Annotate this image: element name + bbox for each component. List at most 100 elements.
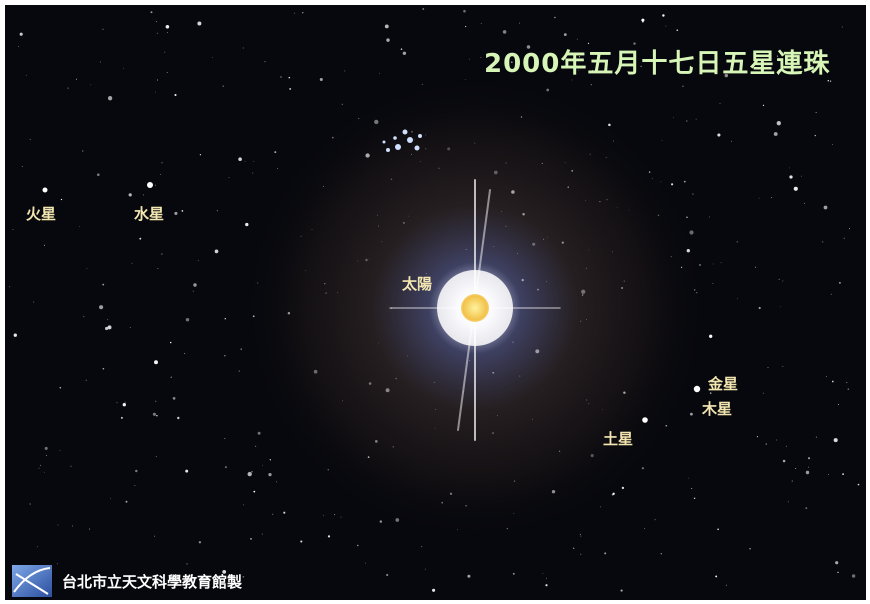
- star: [837, 572, 838, 573]
- star: [83, 316, 84, 317]
- star: [655, 519, 656, 520]
- star: [154, 360, 158, 364]
- star: [783, 460, 786, 463]
- star: [121, 417, 123, 419]
- star: [14, 334, 17, 337]
- star: [99, 305, 103, 309]
- star: [20, 33, 23, 36]
- star: [737, 298, 738, 299]
- body-label: 土星: [603, 430, 633, 448]
- body-label: 木星: [701, 400, 732, 418]
- star: [691, 488, 692, 489]
- star: [158, 268, 159, 269]
- star: [161, 162, 162, 163]
- star: [604, 552, 606, 554]
- star: [131, 263, 132, 264]
- star: [241, 349, 242, 350]
- star: [341, 517, 342, 518]
- star: [554, 17, 555, 18]
- star: [763, 105, 764, 106]
- star: [463, 10, 466, 13]
- star: [289, 88, 291, 90]
- star: [673, 117, 674, 118]
- star: [789, 168, 790, 169]
- star: [223, 85, 225, 87]
- star: [792, 480, 793, 481]
- star: [229, 177, 230, 178]
- star: [184, 353, 185, 354]
- star: [37, 546, 38, 547]
- star: [40, 465, 41, 466]
- star: [379, 73, 380, 74]
- star: [90, 85, 91, 86]
- star: [68, 88, 69, 89]
- star: [731, 141, 732, 142]
- star: [842, 26, 843, 27]
- star: [243, 505, 244, 506]
- star: [105, 327, 108, 330]
- star: [151, 11, 153, 13]
- star: [108, 96, 112, 100]
- star: [274, 151, 276, 153]
- star: [403, 52, 406, 55]
- star: [57, 563, 58, 564]
- star: [832, 144, 833, 145]
- star: [123, 68, 124, 69]
- star: [713, 283, 714, 284]
- star: [238, 157, 242, 161]
- star: [777, 121, 781, 125]
- star: [766, 444, 767, 445]
- star: [139, 238, 141, 240]
- star: [776, 439, 777, 440]
- star: [334, 514, 335, 515]
- star: [580, 536, 581, 537]
- star: [46, 455, 47, 456]
- star: [156, 21, 157, 22]
- body-label: 水星: [134, 205, 164, 223]
- star: [580, 534, 581, 535]
- star: [696, 119, 697, 120]
- star: [200, 154, 201, 155]
- star: [795, 468, 796, 469]
- star: [720, 103, 721, 104]
- star: [215, 250, 219, 254]
- star: [170, 342, 172, 344]
- star: [662, 140, 663, 141]
- star: [166, 25, 170, 29]
- body-label: 金星: [707, 375, 738, 393]
- star: [22, 166, 23, 167]
- star: [193, 291, 194, 292]
- star: [76, 79, 77, 80]
- star: [217, 210, 218, 211]
- star: [123, 403, 126, 406]
- star: [328, 535, 330, 537]
- star: [45, 447, 48, 450]
- star: [44, 245, 45, 246]
- star: [709, 335, 712, 338]
- star: [110, 498, 111, 499]
- star: [126, 501, 128, 503]
- star: [661, 553, 662, 554]
- star: [82, 151, 83, 152]
- star: [757, 436, 758, 437]
- star: [692, 193, 693, 194]
- star: [9, 286, 10, 287]
- star: [425, 569, 426, 570]
- star: [621, 590, 623, 592]
- star: [252, 173, 253, 174]
- star: [806, 471, 809, 474]
- star: [253, 161, 254, 162]
- star: [154, 536, 155, 537]
- star: [846, 382, 847, 383]
- star: [61, 199, 62, 200]
- star: [676, 29, 678, 31]
- star: [480, 57, 481, 58]
- star: [688, 478, 689, 479]
- body-label: 火星: [26, 205, 56, 223]
- star: [779, 279, 780, 280]
- star: [666, 26, 667, 27]
- star: [155, 401, 156, 402]
- star: [591, 84, 592, 85]
- star: [212, 57, 213, 58]
- star: [255, 446, 256, 447]
